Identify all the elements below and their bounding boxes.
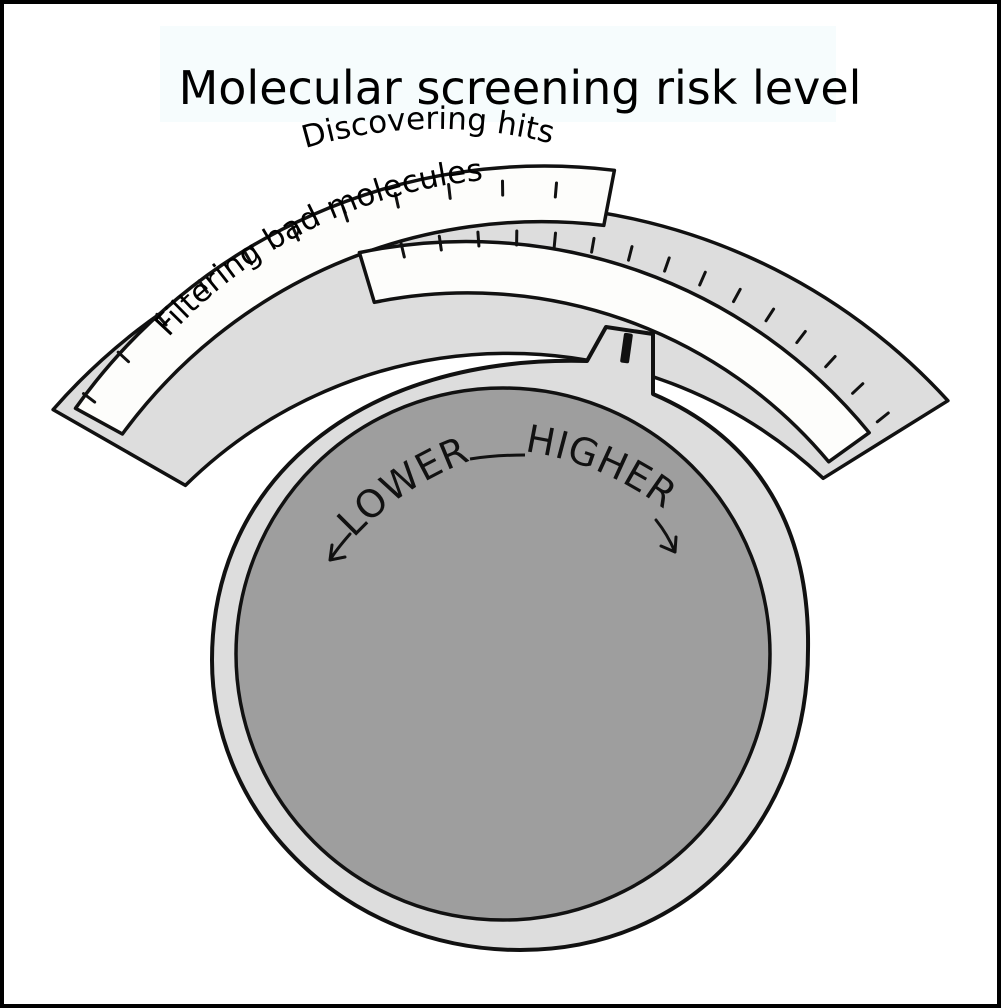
knob-pointer-indicator — [620, 332, 633, 364]
outer-scale-tick — [116, 350, 130, 364]
outer-scale-tick — [553, 181, 558, 199]
knob-face[interactable] — [234, 386, 772, 922]
inner-scale-tick — [627, 245, 634, 262]
inner-scale-ticks — [399, 229, 890, 424]
page-title: Molecular screening risk level — [179, 61, 862, 115]
lower-higher-connector — [469, 453, 526, 461]
outer-scale-tick — [243, 250, 254, 266]
inner-scale-tick — [732, 287, 742, 304]
outer-scale-tick — [197, 279, 209, 294]
outer-scale-tick — [82, 392, 97, 404]
inner-scale-tick — [795, 330, 807, 345]
inner-scale-tick — [663, 256, 671, 273]
right-arrow-icon — [654, 518, 678, 554]
outer-scale-tick — [447, 183, 452, 200]
inner-scale-tick — [875, 411, 890, 424]
inner-scale-tick — [851, 382, 865, 395]
inner-scale-tick — [437, 234, 443, 252]
inner-scale-tick — [399, 241, 406, 259]
inner-scale-face — [357, 239, 871, 464]
inner-scale-tick — [764, 307, 776, 323]
inner-scale-tick — [590, 236, 596, 254]
outer-scale-face — [73, 164, 617, 436]
inner-scale-tick — [476, 230, 481, 248]
risk-knob[interactable]: LOWER HIGHER — [210, 325, 811, 952]
outer-scale-tick — [341, 206, 350, 223]
outer-scale-tick — [393, 192, 400, 209]
outer-scale-tick — [155, 312, 168, 327]
title-band — [160, 26, 836, 122]
outer-scale-tick — [291, 225, 300, 242]
inner-scale-tick — [824, 355, 837, 369]
inner-scale-tick — [552, 231, 557, 249]
inner-scale-tick — [698, 270, 707, 287]
outer-scale-ticks — [82, 179, 558, 404]
left-arrow-icon — [328, 532, 352, 562]
